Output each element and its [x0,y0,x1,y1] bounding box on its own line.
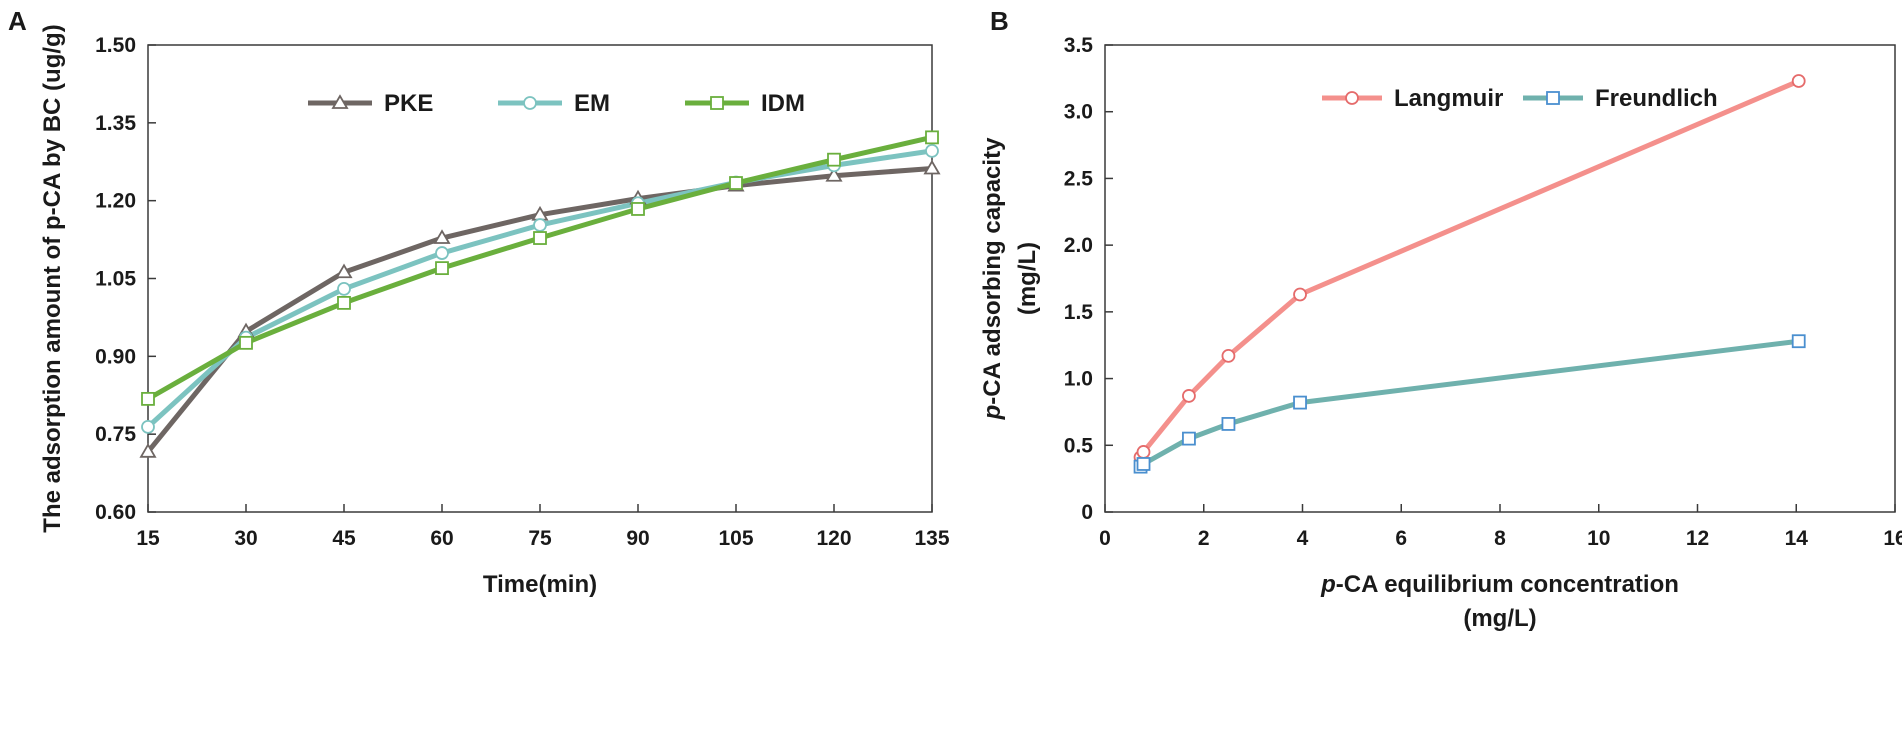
x-tick-label-b: 16 [1883,527,1902,550]
y-tick-label-b: 1.5 [1064,301,1094,324]
x-tick-label-b: 6 [1395,527,1407,550]
data-point-langmuir [1293,287,1307,302]
data-point-idm [337,295,351,310]
data-point-em [533,218,547,232]
legend-marker-freundlich [1546,91,1560,105]
panel-label-a: A [8,6,27,36]
y-tick-label-a: 1.50 [95,34,136,57]
data-point-pke [923,159,941,175]
y-tick-label-b: 0 [1081,501,1093,524]
y-tick-label-a: 1.20 [95,190,136,213]
data-point-freundlich [1293,395,1307,410]
data-point-em [435,246,449,260]
data-point-idm [631,202,645,216]
legend-marker-langmuir [1345,91,1359,105]
data-point-freundlich [1791,334,1806,349]
x-tick-label-b: 12 [1686,527,1709,550]
data-point-pke [139,443,157,458]
x-axis-title-italic: p [1320,571,1336,598]
data-point-em [337,281,351,296]
data-point-langmuir [1791,74,1806,88]
y-tick-label-a: 1.05 [95,268,136,291]
y-tick-label-b: 0.5 [1064,434,1094,457]
x-axis-title-unit-b: (mg/L) [1463,605,1536,632]
x-tick-label-a: 105 [718,527,753,550]
data-point-idm [533,231,547,245]
y-axis-title-a: The adsorption amount of p-CA by BC (ug/… [39,24,66,532]
data-point-pke [335,263,353,279]
y-tick-label-b: 3.5 [1064,34,1094,57]
plot-frame-b [1104,44,1896,513]
y-tick-label-b: 3.0 [1064,101,1093,124]
x-axis-title-b: p-CA equilibrium concentration [1320,571,1679,598]
series-line-freundlich [1138,338,1800,469]
x-tick-label-b: 14 [1785,527,1809,550]
x-axis-title-rest: -CA equilibrium concentration [1336,571,1679,598]
y-tick-label-a: 0.75 [95,423,136,446]
series-line-langmuir [1138,78,1800,459]
data-point-idm [435,261,449,276]
legend-label-langmuir: Langmuir [1394,85,1503,112]
x-tick-label-a: 60 [430,527,453,550]
data-point-idm [239,335,253,350]
legend-label-freundlich: Freundlich [1595,85,1718,112]
x-tick-label-a: 90 [626,527,649,550]
series-line-em [146,148,933,429]
x-tick-label-a: 30 [234,527,257,550]
x-tick-label-b: 2 [1198,527,1210,550]
chart-a: 15 30 45 60 75 90 105 120 135 0.60 0.75 0.90 1.05 1.2… [39,24,950,598]
y-tick-label-b: 2.5 [1064,167,1094,190]
legend-marker-idm [710,96,724,110]
x-tick-label-a: 75 [528,527,552,550]
legend-label-pke: PKE [384,90,433,117]
x-tick-label-a: 15 [136,527,160,550]
y-tick-label-b: 1.0 [1064,368,1093,391]
chart-b: 0 2 4 6 8 10 12 14 1600.51.01.52.02.53.03.5p-CA … [979,34,1902,632]
data-point-langmuir [1136,445,1151,459]
data-point-idm [729,176,743,190]
data-point-em [925,143,939,158]
y-axis-title-b: p-CA adsorbing capacity [979,137,1006,420]
x-tick-label-b: 0 [1099,527,1111,550]
x-tick-label-a: 45 [332,527,356,550]
data-point-em [141,420,155,434]
y-axis-title-rest: -CA adsorbing capacity [979,137,1006,405]
legend-label-idm: IDM [761,90,805,117]
y-tick-label-a: 0.90 [95,345,136,368]
x-tick-label-b: 4 [1297,527,1309,550]
data-point-langmuir [1221,348,1236,363]
legend-marker-pke [331,94,349,109]
data-point-idm [925,130,939,145]
plot-frame-a [147,44,933,513]
data-point-langmuir [1182,389,1196,403]
y-axis-title-italic: p [979,405,1006,421]
data-point-idm [827,152,841,167]
data-point-idm [141,391,155,406]
data-point-freundlich [1221,417,1236,431]
x-tick-label-b: 8 [1494,527,1506,550]
x-tick-label-a: 135 [914,527,949,550]
x-tick-label-b: 10 [1587,527,1610,550]
panel-label-b: B [990,6,1009,36]
y-axis-title-unit-b: (mg/L) [1014,242,1041,315]
x-axis-title-a: Time(min) [483,571,597,598]
x-tick-label-a: 120 [816,527,851,550]
data-point-freundlich [1182,431,1196,446]
data-point-freundlich [1136,457,1151,471]
y-tick-label-a: 0.60 [95,501,136,524]
data-point-pke [433,229,451,244]
data-point-pke [825,166,843,182]
legend-label-em: EM [574,90,610,117]
y-tick-label-b: 2.0 [1064,234,1093,257]
y-tick-label-a: 1.35 [95,112,136,135]
legend-marker-em [523,96,537,110]
